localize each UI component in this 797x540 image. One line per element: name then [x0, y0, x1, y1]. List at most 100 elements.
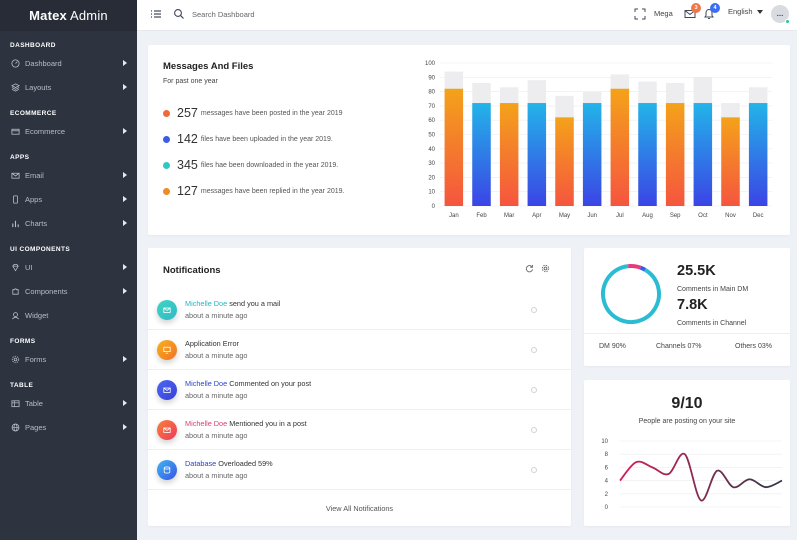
sidebar-item-label: UI — [25, 262, 33, 272]
mega-menu-link[interactable]: Mega — [654, 9, 673, 18]
search-input[interactable] — [192, 7, 372, 21]
notification-text: Database Overloaded 59% — [185, 459, 273, 468]
mark-read-radio[interactable] — [531, 306, 537, 313]
messages-subtitle: For past one year — [163, 78, 218, 85]
bar-dec[interactable] — [748, 103, 768, 206]
sidebar-item-forms[interactable]: Forms — [0, 347, 137, 371]
refresh-icon[interactable] — [525, 264, 534, 273]
view-all-notifications-link[interactable]: View All Notifications — [325, 504, 394, 513]
mark-read-radio[interactable] — [531, 466, 537, 473]
sidebar-item-ui[interactable]: UI — [0, 255, 137, 279]
globe-icon — [11, 423, 20, 432]
fullscreen-icon[interactable] — [634, 8, 646, 20]
notification-author[interactable]: Michelle Doe — [185, 379, 228, 388]
notification-item[interactable]: Michelle Doe Commented on your post about… — [148, 370, 571, 410]
mail-icon — [157, 419, 177, 440]
sidebar-item-layouts[interactable]: Layouts — [0, 75, 137, 99]
notification-text: Michelle Doe Commented on your post — [185, 379, 311, 388]
sidebar-item-ecommerce[interactable]: Ecommerce — [0, 119, 137, 143]
language-selector[interactable]: English — [728, 7, 763, 16]
y-tick-label: 0 — [432, 204, 436, 210]
notification-item[interactable]: Application Error about a minute ago — [148, 330, 571, 370]
sidebar-item-label: Charts — [25, 218, 48, 228]
online-status-dot — [785, 19, 790, 24]
bar-jun[interactable] — [582, 103, 602, 206]
notification-author[interactable]: Michelle Doe — [185, 299, 228, 308]
notification-message: Application Error — [185, 339, 239, 348]
sidebar-item-email[interactable]: Email — [0, 163, 137, 187]
diamond-icon — [11, 263, 20, 272]
comments-channel-label: Comments in Channel — [677, 320, 747, 327]
mark-read-radio[interactable] — [531, 426, 537, 433]
notification-time: about a minute ago — [185, 311, 248, 320]
bar-nov[interactable] — [721, 117, 740, 206]
y-tick-label: 6 — [605, 465, 609, 471]
notification-text: Michelle Doe Mentioned you in a post — [185, 419, 307, 428]
widget-icon — [11, 311, 20, 320]
donut-slice-others[interactable] — [599, 262, 663, 326]
y-tick-label: 40 — [428, 147, 435, 153]
sidebar-item-label: Ecommerce — [25, 126, 66, 136]
bell-icon[interactable]: 4 — [703, 3, 720, 20]
notification-item[interactable]: Database Overloaded 59% about a minute ag… — [148, 450, 571, 490]
notifications-title: Notifications — [163, 265, 221, 276]
posting-line[interactable] — [619, 452, 783, 502]
bar-sep[interactable] — [665, 103, 685, 206]
bar-oct[interactable] — [693, 103, 713, 206]
notification-author[interactable]: Database — [185, 459, 217, 468]
divider — [584, 333, 790, 334]
sidebar-item-apps[interactable]: Apps — [0, 187, 137, 211]
x-tick-label: Jun — [587, 213, 597, 219]
bar-may[interactable] — [555, 117, 574, 206]
credit-card-icon — [11, 127, 20, 136]
sidebar-section-title: UI COMPONENTS — [10, 246, 71, 253]
mark-read-radio[interactable] — [531, 346, 537, 353]
notification-author[interactable]: Michelle Doe — [185, 419, 228, 428]
bar-mar[interactable] — [499, 103, 519, 206]
stat-text: messages have been posted in the year 20… — [200, 109, 343, 117]
bar-feb[interactable] — [472, 103, 491, 206]
settings-gear-icon[interactable] — [541, 264, 550, 273]
search-icon[interactable] — [173, 8, 185, 20]
sidebar-item-widget[interactable]: Widget — [0, 303, 137, 327]
mark-read-radio[interactable] — [531, 386, 537, 393]
comments-donut-chart — [599, 262, 663, 326]
stat-number: 345 — [177, 158, 198, 172]
notification-time: about a minute ago — [185, 471, 248, 480]
stat-row: 345 files hae been downloaded in the year… — [163, 152, 403, 178]
bar-chart: 0 10 20 30 40 50 60 70 80 90 100 Jan Feb Mar Apr May Jun… — [425, 61, 772, 219]
sidebar-nav: DASHBOARD Dashboard Layouts ECOMMERCE Ecomme… — [0, 40, 137, 439]
mail-icon[interactable]: 3 — [684, 3, 701, 20]
donut-slice-channels[interactable] — [599, 262, 663, 326]
sidebar-item-charts[interactable]: Charts — [0, 211, 137, 235]
notification-item[interactable]: Michelle Doe send you a mail about a minu… — [148, 290, 571, 330]
bar-jan[interactable] — [444, 88, 464, 206]
sidebar-item-pages[interactable]: Pages — [0, 415, 137, 439]
stat-row: 127 messages have been replied in the yea… — [163, 178, 403, 204]
posting-card: 9/10 People are posting on your site 0 2 4… — [584, 380, 790, 526]
layers-icon — [11, 82, 20, 92]
sidebar-item-label: Dashboard — [25, 58, 62, 68]
chevron-right-icon — [123, 172, 127, 178]
messages-title: Messages And Files — [163, 61, 254, 72]
y-tick-label: 80 — [428, 90, 435, 96]
menu-toggle-icon[interactable] — [150, 8, 162, 20]
bar-apr[interactable] — [527, 103, 547, 206]
sidebar-item-label: Apps — [25, 194, 43, 204]
brand-logo[interactable]: Matex Admin — [0, 0, 137, 31]
stat-text: messages have been replied in the year 2… — [200, 187, 345, 195]
sidebar-item-components[interactable]: Components — [0, 279, 137, 303]
bar-jul[interactable] — [610, 88, 630, 206]
notification-message: Overloaded 59% — [216, 459, 273, 468]
sidebar-item-dashboard[interactable]: Dashboard — [0, 51, 137, 75]
notification-item[interactable]: Michelle Doe Mentioned you in a post abou… — [148, 410, 571, 450]
y-tick-label: 20 — [428, 175, 435, 181]
x-tick-label: Oct — [698, 213, 708, 219]
donut-slice-dm[interactable] — [599, 262, 663, 326]
sidebar-item-table[interactable]: Table — [0, 391, 137, 415]
y-tick-label: 50 — [428, 133, 435, 139]
avatar[interactable]: … — [771, 5, 790, 24]
stat-number: 127 — [177, 184, 198, 198]
notification-body: Michelle Doe send you a mail about a minu… — [185, 299, 280, 320]
bar-aug[interactable] — [638, 103, 657, 206]
